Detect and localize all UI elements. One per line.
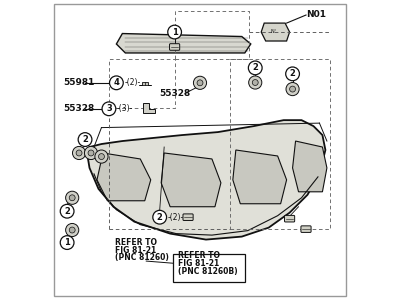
Circle shape — [249, 76, 262, 89]
Polygon shape — [233, 150, 286, 204]
Polygon shape — [139, 82, 151, 85]
Text: 1: 1 — [64, 238, 70, 247]
Text: 2: 2 — [290, 69, 296, 78]
Text: -(2)-: -(2)- — [168, 213, 184, 222]
Text: N01: N01 — [306, 10, 326, 19]
Circle shape — [248, 61, 262, 75]
Polygon shape — [97, 153, 151, 201]
Circle shape — [60, 236, 74, 249]
FancyBboxPatch shape — [170, 44, 180, 50]
Circle shape — [88, 150, 94, 156]
FancyBboxPatch shape — [172, 254, 245, 282]
Text: -(3)-: -(3)- — [117, 104, 133, 113]
Circle shape — [252, 80, 258, 85]
Text: 3: 3 — [106, 104, 112, 113]
Circle shape — [153, 210, 166, 224]
FancyBboxPatch shape — [54, 4, 346, 296]
Circle shape — [69, 195, 75, 201]
FancyBboxPatch shape — [301, 226, 311, 232]
Polygon shape — [143, 103, 155, 113]
Circle shape — [286, 67, 300, 81]
Circle shape — [95, 150, 108, 163]
Text: 2: 2 — [64, 207, 70, 216]
Circle shape — [72, 146, 86, 160]
Text: REFER TO: REFER TO — [115, 238, 157, 247]
Circle shape — [197, 80, 203, 86]
Text: 4: 4 — [114, 78, 119, 87]
Text: 2: 2 — [252, 63, 258, 72]
Polygon shape — [86, 120, 326, 240]
Text: (PNC 81260): (PNC 81260) — [115, 253, 169, 262]
Circle shape — [66, 224, 79, 237]
Polygon shape — [161, 153, 221, 207]
Text: 55328: 55328 — [63, 104, 94, 113]
Circle shape — [60, 204, 74, 218]
Circle shape — [110, 76, 123, 90]
Circle shape — [168, 25, 182, 39]
Text: FIG 81-21: FIG 81-21 — [115, 245, 156, 254]
Circle shape — [194, 76, 206, 89]
Text: REFER TO: REFER TO — [178, 251, 220, 260]
Text: FIG 81-21: FIG 81-21 — [178, 259, 219, 268]
Circle shape — [286, 82, 299, 96]
Text: (PNC 81260B): (PNC 81260B) — [178, 267, 237, 276]
Circle shape — [290, 86, 296, 92]
Polygon shape — [116, 34, 251, 53]
Text: N°: N° — [270, 29, 276, 34]
Text: 55981: 55981 — [63, 78, 95, 87]
Circle shape — [102, 102, 116, 116]
Text: 55328: 55328 — [160, 89, 191, 98]
Circle shape — [84, 146, 98, 160]
Text: 2: 2 — [82, 135, 88, 144]
Text: -(2)-: -(2)- — [124, 78, 141, 87]
Text: 2: 2 — [157, 213, 163, 222]
Circle shape — [69, 227, 75, 233]
FancyBboxPatch shape — [183, 214, 193, 220]
FancyBboxPatch shape — [284, 215, 295, 222]
Polygon shape — [292, 141, 327, 192]
Circle shape — [98, 154, 104, 160]
Circle shape — [76, 150, 82, 156]
Circle shape — [78, 133, 92, 146]
Text: 1: 1 — [172, 28, 178, 37]
Polygon shape — [261, 23, 290, 41]
Circle shape — [66, 191, 79, 204]
